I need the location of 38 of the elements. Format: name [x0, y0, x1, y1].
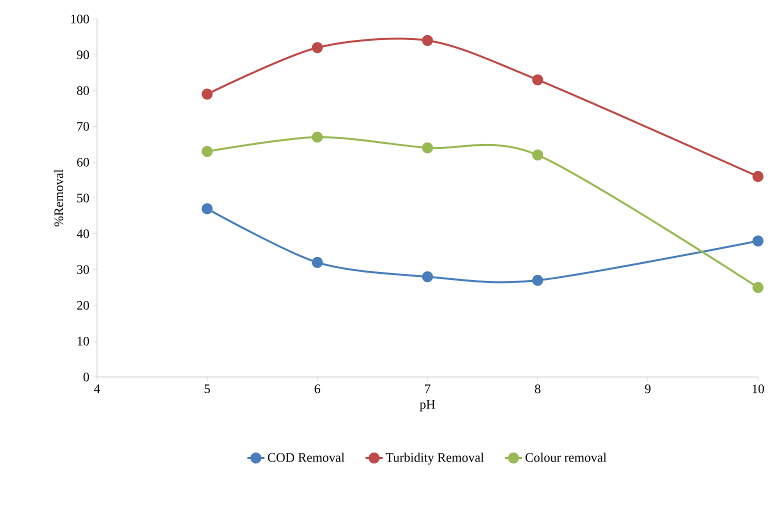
x-tick-label: 5	[204, 384, 210, 394]
y-tick-label: 0	[84, 372, 89, 382]
point	[312, 42, 323, 54]
x-tick-label: 7	[425, 384, 430, 393]
point	[202, 88, 213, 100]
point	[752, 282, 764, 293]
y-tick-label: 20	[77, 301, 89, 310]
legend-label: Turbidity Removal	[386, 452, 484, 465]
point	[532, 150, 544, 161]
x-tick-label: 10	[752, 384, 764, 394]
legend-label: COD Removal	[268, 452, 344, 462]
point	[422, 34, 434, 46]
y-tick-label: 90	[76, 50, 89, 60]
x-tick-label: 4	[94, 384, 100, 394]
y-tick-label: 60	[77, 158, 89, 167]
point	[312, 256, 323, 268]
x-tick-label: 6	[314, 384, 320, 394]
y-tick-label: 40	[76, 229, 89, 238]
y-tick-label: 10	[78, 336, 89, 346]
x-tick-label: 8	[534, 384, 540, 394]
point	[202, 146, 213, 157]
point	[422, 142, 434, 154]
y-tick-label: 100	[71, 14, 89, 24]
y-tick-label: 30	[77, 265, 89, 274]
point	[532, 274, 544, 286]
y-tick-label: 70	[77, 122, 89, 131]
point	[312, 132, 323, 143]
legend-label: Colour removal	[526, 452, 606, 462]
point	[532, 74, 544, 86]
point	[422, 271, 434, 282]
point	[752, 171, 764, 182]
point	[752, 235, 764, 246]
x-tick-label: 9	[645, 384, 651, 394]
point	[202, 203, 213, 214]
y-tick-label: 50	[77, 194, 89, 202]
y-tick-label: 80	[77, 86, 89, 95]
y-axis-title: %Removal	[54, 169, 64, 226]
x-axis-title: pH	[420, 400, 436, 412]
